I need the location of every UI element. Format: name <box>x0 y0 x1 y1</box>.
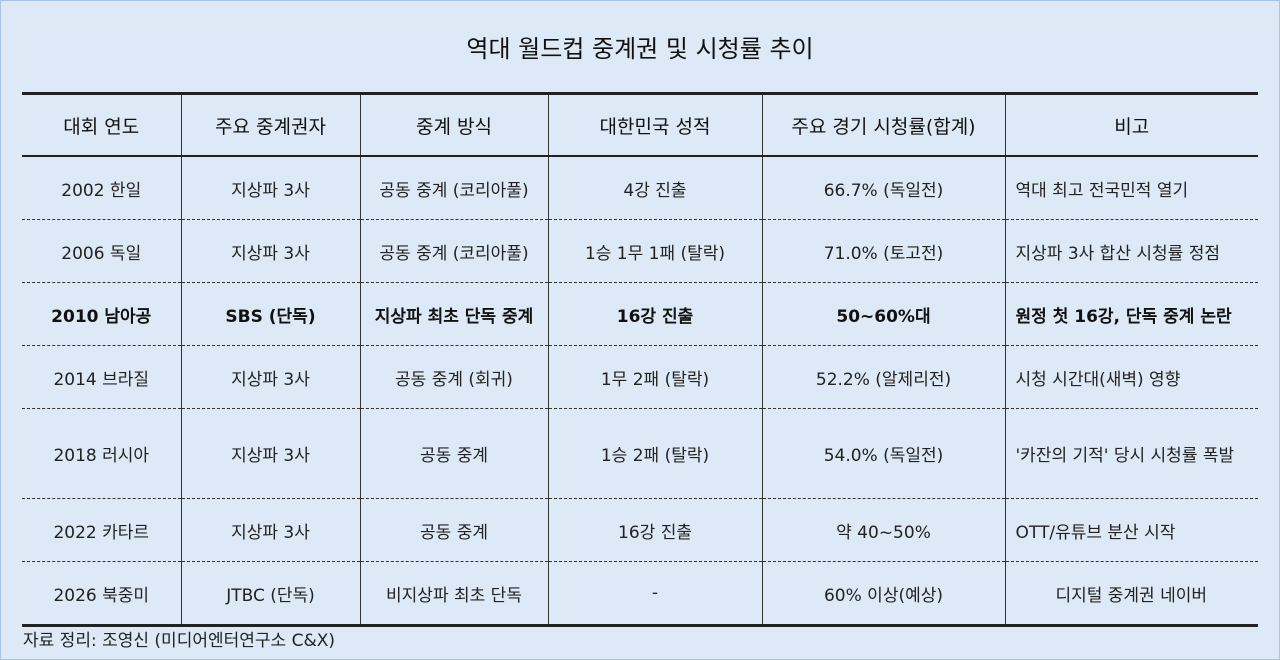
table-cell: 공동 중계 (코리아풀) <box>359 219 548 283</box>
table-cell: 공동 중계 (코리아풀) <box>359 156 548 220</box>
table-cell: 공동 중계 (회귀) <box>359 345 548 409</box>
table-row: 2026 북중미 JTBC (단독) 비지상파 최초 단독 -60% 이상(예상) 디지… <box>22 561 1258 627</box>
table-cell: 원정 첫 16강, 단독 중계 논란 <box>1004 282 1258 346</box>
table-row: 2014 브라질 지상파 3사 공동 중계 (회귀) 1무 2패 (탈락) 52.2% … <box>22 345 1258 409</box>
table-cell: 2002 한일 <box>61 180 142 201</box>
table-cell: 54.0% (독일전) <box>761 408 1005 499</box>
table-cell: 지상파 3사 <box>180 156 360 220</box>
table-cell: 지상파 3사 <box>180 219 360 283</box>
table-cell: 60% 이상(예상) <box>761 561 1005 627</box>
table-cell: 2022 카타르 <box>22 498 181 562</box>
header-cell: 중계 방식 <box>359 92 548 157</box>
table-cell: SBS (단독) <box>180 282 360 346</box>
header-cell: 대한민국 성적 <box>547 92 762 157</box>
table-cell: 역대 최고 전국민적 열기 <box>1004 156 1258 220</box>
table-cell: 약 40~50% <box>761 498 1005 562</box>
table-cell: OTT/유튜브 분산 시작 <box>1004 498 1258 562</box>
table-cell: 시청 시간대(새벽) 영향 <box>1004 345 1258 409</box>
header-row: 대회 연도 주요 중계권자 중계 방식 대한민국 성적 주요 경기 시청률(합계) 비고 <box>22 92 1258 157</box>
table-row: 2022 카타르 지상파 3사 공동 중계 16강 진출 약 40~50% OTT/유튜브… <box>22 498 1258 562</box>
table-body: 2002 한일 지상파 3사 공동 중계 (코리아풀) 4강 진출 66.7% (독일전… <box>22 156 1258 627</box>
header-cell: 대회 연도 <box>22 92 181 157</box>
table-cell: 4강 진출 <box>547 156 762 220</box>
table-cell: 지상파 3사 <box>180 345 360 409</box>
table-cell: 16강 진출 <box>547 498 762 562</box>
table-cell: 66.7% (독일전) <box>761 156 1005 220</box>
table-cell: 1무 2패 (탈락) <box>547 345 762 409</box>
table-cell: 52.2% (알제리전) <box>761 345 1005 409</box>
table-cell: JTBC (단독) <box>180 561 360 627</box>
table-cell: 2010 남아공 <box>22 282 181 346</box>
table-cell: 지상파 3사 <box>180 498 360 562</box>
table-cell: 2006 독일 <box>22 219 181 283</box>
table-cell: 1승 1무 1패 (탈락) <box>547 219 762 283</box>
table-row: 2006 독일 지상파 3사 공동 중계 (코리아풀) 1승 1무 1패 (탈락) 71… <box>22 219 1258 283</box>
table-cell: 공동 중계 <box>359 498 548 562</box>
table-cell: '카잔의 기적' 당시 시청률 폭발 <box>1004 408 1258 499</box>
table-cell: - <box>547 561 762 627</box>
table-cell: 71.0% (토고전) <box>761 219 1005 283</box>
table-cell: 2026 북중미 <box>22 561 181 627</box>
table-cell: 지상파 3사 합산 시청률 정점 <box>1004 219 1258 283</box>
table-cell: 1승 2패 (탈락) <box>547 408 762 499</box>
table-cell: 50~60%대 <box>761 282 1005 346</box>
table-cell: 지상파 3사 <box>180 408 360 499</box>
table-row: 2002 한일 지상파 3사 공동 중계 (코리아풀) 4강 진출 66.7% (독일전… <box>22 156 1258 220</box>
table-cell: 디지털 중계권 네이버 <box>1004 561 1258 627</box>
table-head: 대회 연도 주요 중계권자 중계 방식 대한민국 성적 주요 경기 시청률(합계) 비고 <box>22 92 1258 157</box>
source-note: 자료 정리: 조영신 (미디어엔터연구소 C&X) <box>23 631 335 651</box>
table-row: 2010 남아공 SBS (단독) 지상파 최초 단독 중계 16강 진출 50~60%… <box>22 282 1258 346</box>
table-row: 2018 러시아 지상파 3사 공동 중계 1승 2패 (탈락) 54.0% (독일전)… <box>22 408 1258 499</box>
header-cell: 주요 중계권자 <box>180 92 360 157</box>
header-cell: 비고 <box>1004 92 1258 157</box>
title: 역대 월드컵 중계권 및 시청률 추이 <box>466 35 814 63</box>
table-cell: 16강 진출 <box>547 282 762 346</box>
table-cell: 2018 러시아 <box>22 408 181 499</box>
header-cell: 주요 경기 시청률(합계) <box>761 92 1005 157</box>
table-cell: 공동 중계 <box>359 408 548 499</box>
data-table: 대회 연도 주요 중계권자 중계 방식 대한민국 성적 주요 경기 시청률(합계) 비고 … <box>22 92 1258 627</box>
table-cell: 2014 브라질 <box>22 345 181 409</box>
table-cell: 비지상파 최초 단독 <box>359 561 548 627</box>
table-cell: 지상파 최초 단독 중계 <box>359 282 548 346</box>
